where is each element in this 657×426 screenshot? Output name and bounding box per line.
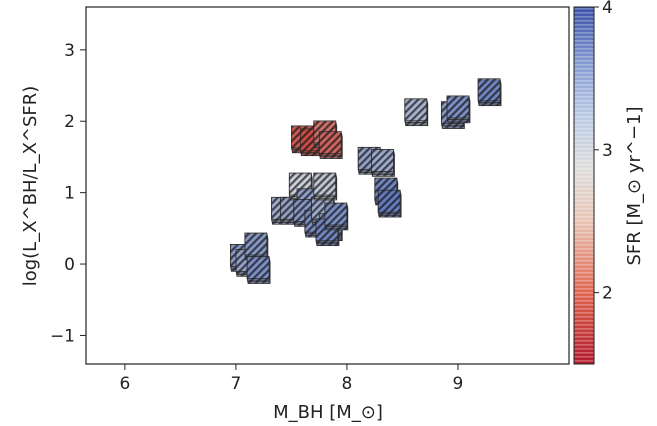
- colorbar-tick-label: 3: [602, 141, 613, 161]
- x-axis-label: M_BH [M_⊙]: [273, 402, 383, 423]
- data-point: [377, 189, 402, 218]
- data-point: [371, 149, 395, 177]
- data-point: [477, 78, 502, 107]
- y-tick-label: 0: [64, 255, 75, 275]
- data-point: [244, 232, 269, 261]
- y-tick-label: −1: [50, 326, 75, 346]
- colorbar-stripes: [574, 7, 594, 364]
- y-tick-label: 1: [64, 184, 75, 204]
- points-layer: [229, 78, 502, 284]
- colorbar-tick-label: 2: [602, 284, 613, 304]
- plot-area: 6 7 8 9 −1 0 1 2 3: [50, 6, 570, 394]
- y-tick-label: 3: [64, 41, 75, 61]
- colorbar-frame: [573, 6, 595, 365]
- y-axis-ticks: −1 0 1 2 3: [50, 41, 86, 346]
- x-tick-label: 8: [342, 374, 353, 394]
- y-axis-label: log(L_X^BH/L_X^SFR): [20, 86, 41, 287]
- colorbar: 2 3 4 SFR [M_⊙ yr^−1]: [573, 0, 645, 365]
- colorbar-ticks: 2 3 4: [594, 0, 613, 304]
- colorbar-label: SFR [M_⊙ yr^−1]: [624, 106, 645, 265]
- data-point: [318, 131, 343, 159]
- data-point: [246, 256, 271, 284]
- data-point: [313, 172, 338, 201]
- y-tick-label: 2: [64, 112, 75, 132]
- data-point: [446, 95, 471, 124]
- x-tick-label: 9: [453, 374, 464, 394]
- data-point: [404, 98, 429, 127]
- colorbar-tick-label: 4: [602, 0, 613, 18]
- x-axis-ticks: 6 7 8 9: [119, 364, 463, 394]
- x-tick-label: 7: [230, 374, 241, 394]
- data-point: [324, 202, 349, 231]
- x-tick-label: 6: [119, 374, 130, 394]
